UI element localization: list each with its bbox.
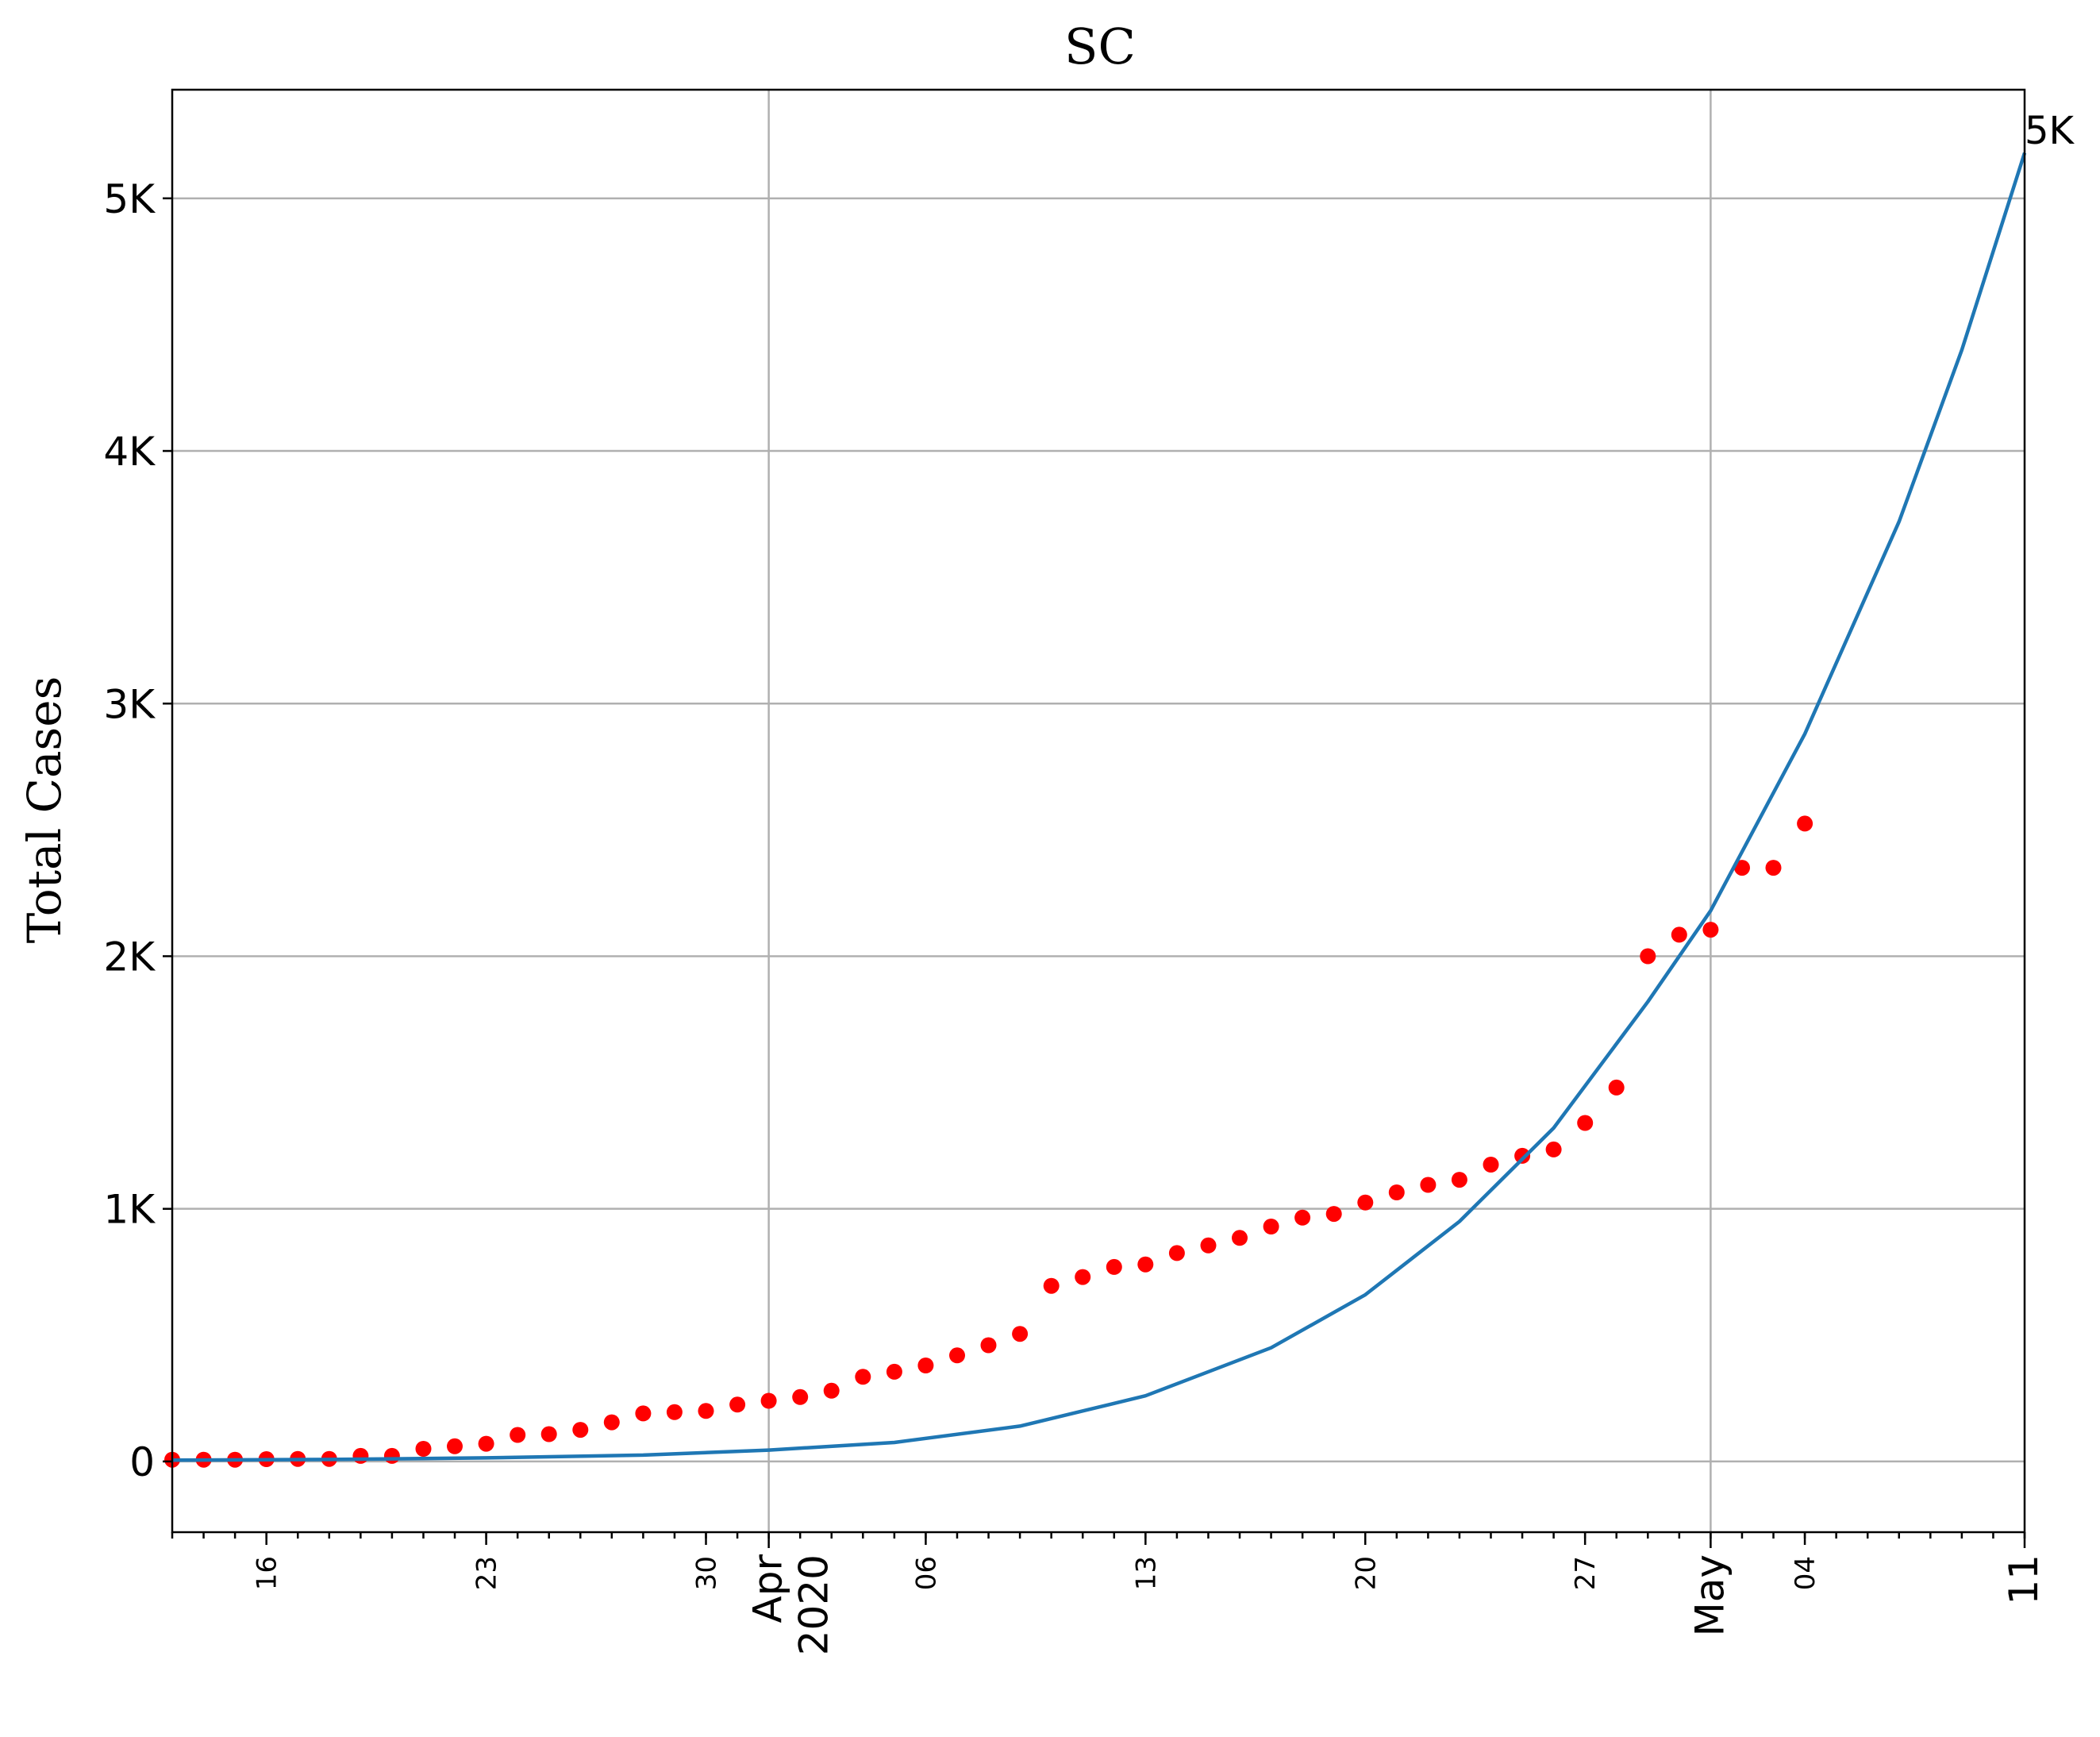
y-tick-label: 2K [103, 934, 156, 980]
data-point [383, 1447, 400, 1464]
data-point [1106, 1258, 1122, 1275]
data-point [1168, 1245, 1185, 1261]
data-point [1483, 1157, 1499, 1173]
plot-frame [171, 88, 2026, 1534]
data-point [1263, 1219, 1279, 1234]
data-point [447, 1438, 463, 1454]
data-point [1702, 922, 1719, 938]
x-tick-label: 16 [252, 1556, 283, 1590]
data-point [1451, 1172, 1467, 1188]
x-tick-label: 30 [691, 1556, 723, 1590]
data-point [1640, 948, 1656, 965]
data-point [1420, 1177, 1437, 1193]
y-tick-label: 4K [103, 429, 156, 475]
data-point [1671, 926, 1687, 943]
x-tick-label: 13 [1130, 1556, 1162, 1590]
fit-curve-line [171, 152, 2027, 1462]
data-point [1325, 1206, 1342, 1223]
data-point [729, 1396, 746, 1413]
data-point [980, 1337, 997, 1354]
axes [163, 88, 2026, 1548]
data-point [1294, 1209, 1311, 1226]
data-point [415, 1441, 432, 1457]
end-value-label: 5K [2025, 109, 2075, 153]
x-tick-label: 20 [1350, 1556, 1382, 1590]
data-point [886, 1363, 902, 1380]
data-point [603, 1414, 620, 1431]
data-point [1765, 860, 1782, 876]
data-point [1577, 1115, 1594, 1131]
x-major-tick-label: 11 [2001, 1554, 2047, 1605]
data-point [352, 1447, 369, 1464]
data-point [540, 1426, 557, 1442]
y-tick-label: 3K [103, 681, 156, 727]
data-point [1388, 1184, 1405, 1200]
series-layer [164, 152, 2027, 1468]
x-tick-label: 06 [910, 1556, 942, 1590]
x-major-tick-label: May [1687, 1554, 1733, 1636]
data-point [1043, 1277, 1060, 1294]
data-point [1012, 1326, 1029, 1342]
data-point [823, 1382, 840, 1399]
data-point [1137, 1256, 1154, 1273]
data-point [760, 1392, 777, 1409]
data-point [666, 1404, 683, 1420]
x-tick-label: 04 [1790, 1556, 1821, 1590]
data-point [1200, 1237, 1217, 1254]
data-point [1514, 1147, 1531, 1164]
x-tick-label: 23 [471, 1556, 503, 1590]
data-point [792, 1388, 809, 1405]
x-major-tick-label: 2020 [791, 1554, 837, 1655]
data-point [1797, 815, 1813, 832]
data-point [478, 1435, 494, 1452]
y-tick-label: 1K [103, 1187, 156, 1233]
data-point [1734, 860, 1750, 876]
grid-lines [172, 90, 2025, 1532]
data-point [510, 1427, 526, 1443]
data-point [698, 1403, 714, 1419]
y-tick-label: 0 [129, 1439, 155, 1485]
data-point [917, 1358, 934, 1373]
data-point [572, 1422, 589, 1439]
data-point [1545, 1141, 1562, 1157]
x-tick-label: 27 [1570, 1556, 1602, 1590]
x-major-tick-label: Apr [745, 1554, 791, 1623]
chart-title: SC [1064, 17, 1136, 75]
data-point [1608, 1079, 1625, 1096]
data-point [1232, 1230, 1248, 1246]
data-point [855, 1369, 871, 1385]
data-point [1357, 1194, 1374, 1211]
data-point [1075, 1269, 1091, 1285]
y-axis-label: Total Cases [17, 676, 71, 944]
data-point [949, 1347, 965, 1364]
tick-labels: 0 1K 2K 3K 4K 5K 16 23 30 06 13 20 27 04 Apr 2020 May 11 [103, 176, 2047, 1655]
y-tick-label: 5K [103, 176, 156, 222]
data-point [635, 1405, 652, 1422]
